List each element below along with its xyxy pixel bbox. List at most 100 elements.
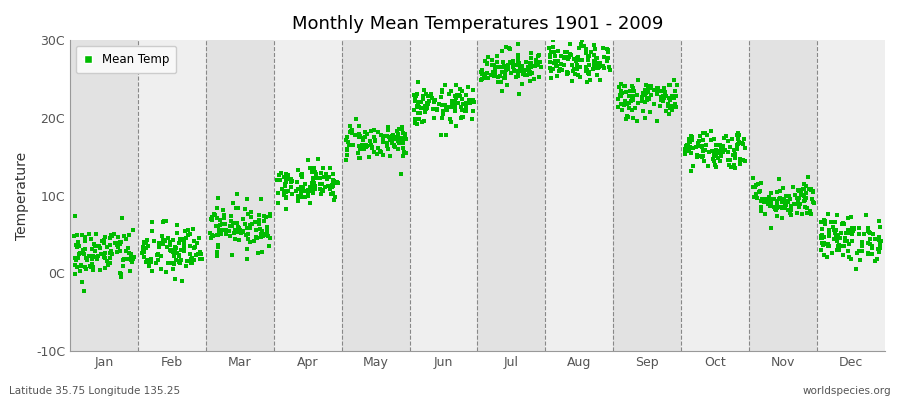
Point	[626, 115, 640, 121]
Point	[692, 138, 706, 144]
Point	[524, 55, 538, 62]
Point	[223, 232, 238, 239]
Point	[589, 64, 603, 71]
Point	[778, 193, 793, 199]
Point	[563, 41, 578, 48]
Point	[212, 227, 227, 234]
Point	[412, 104, 427, 110]
Point	[279, 170, 293, 177]
Point	[454, 114, 469, 120]
Point	[511, 58, 526, 64]
Point	[375, 138, 390, 144]
Point	[589, 55, 603, 61]
Point	[726, 147, 741, 153]
Point	[841, 215, 855, 221]
Point	[346, 130, 360, 136]
Point	[708, 148, 723, 154]
Point	[821, 211, 835, 217]
Point	[136, 245, 150, 251]
Point	[257, 232, 272, 238]
Point	[792, 200, 806, 207]
Point	[587, 42, 601, 48]
Point	[798, 194, 813, 201]
Point	[796, 192, 810, 198]
Point	[426, 106, 440, 113]
Point	[171, 252, 185, 259]
Point	[643, 83, 657, 90]
Point	[862, 236, 877, 242]
Point	[475, 70, 490, 77]
Point	[396, 140, 410, 146]
Point	[828, 219, 842, 225]
Point	[245, 221, 259, 227]
Point	[247, 238, 261, 244]
Point	[71, 243, 86, 250]
Point	[769, 207, 783, 213]
Point	[814, 235, 829, 241]
Point	[500, 64, 514, 70]
Point	[480, 70, 494, 76]
Point	[724, 164, 738, 170]
Point	[792, 187, 806, 193]
Point	[212, 223, 226, 229]
Point	[115, 257, 130, 263]
Point	[731, 136, 745, 142]
Point	[294, 190, 309, 196]
Point	[738, 145, 752, 151]
Point	[544, 49, 559, 55]
Point	[670, 82, 684, 88]
Point	[203, 216, 218, 222]
Point	[308, 186, 322, 192]
Point	[580, 54, 595, 60]
Point	[106, 231, 121, 238]
Point	[572, 57, 586, 63]
Point	[619, 116, 634, 122]
Point	[498, 70, 512, 76]
Point	[656, 85, 670, 92]
Point	[642, 84, 656, 90]
Point	[561, 56, 575, 62]
Point	[544, 68, 558, 74]
Point	[364, 141, 378, 148]
Point	[68, 212, 82, 219]
Point	[509, 73, 524, 80]
Point	[683, 144, 698, 150]
Point	[637, 92, 652, 98]
Point	[113, 238, 128, 245]
Point	[753, 208, 768, 214]
Point	[447, 93, 462, 100]
Point	[836, 243, 850, 249]
Point	[239, 231, 254, 238]
Point	[68, 270, 83, 277]
Point	[706, 152, 721, 158]
Point	[366, 149, 381, 155]
Point	[822, 231, 836, 237]
Point	[279, 195, 293, 202]
Point	[357, 129, 372, 136]
Point	[112, 270, 127, 276]
Point	[720, 148, 734, 155]
Point	[557, 49, 572, 56]
Point	[696, 152, 710, 159]
Point	[210, 232, 224, 238]
Point	[356, 137, 370, 143]
Point	[387, 143, 401, 149]
Point	[480, 61, 494, 67]
Point	[682, 138, 697, 144]
Point	[104, 232, 119, 238]
Point	[792, 195, 806, 202]
Point	[695, 144, 709, 151]
Point	[309, 183, 323, 190]
Point	[111, 240, 125, 246]
Point	[714, 145, 728, 151]
Point	[382, 136, 397, 143]
Point	[113, 238, 128, 245]
Point	[158, 238, 172, 244]
Point	[368, 137, 382, 144]
Point	[659, 93, 673, 100]
Point	[418, 102, 432, 109]
Point	[105, 251, 120, 258]
Point	[419, 91, 434, 98]
Point	[770, 189, 784, 196]
Point	[173, 258, 187, 264]
